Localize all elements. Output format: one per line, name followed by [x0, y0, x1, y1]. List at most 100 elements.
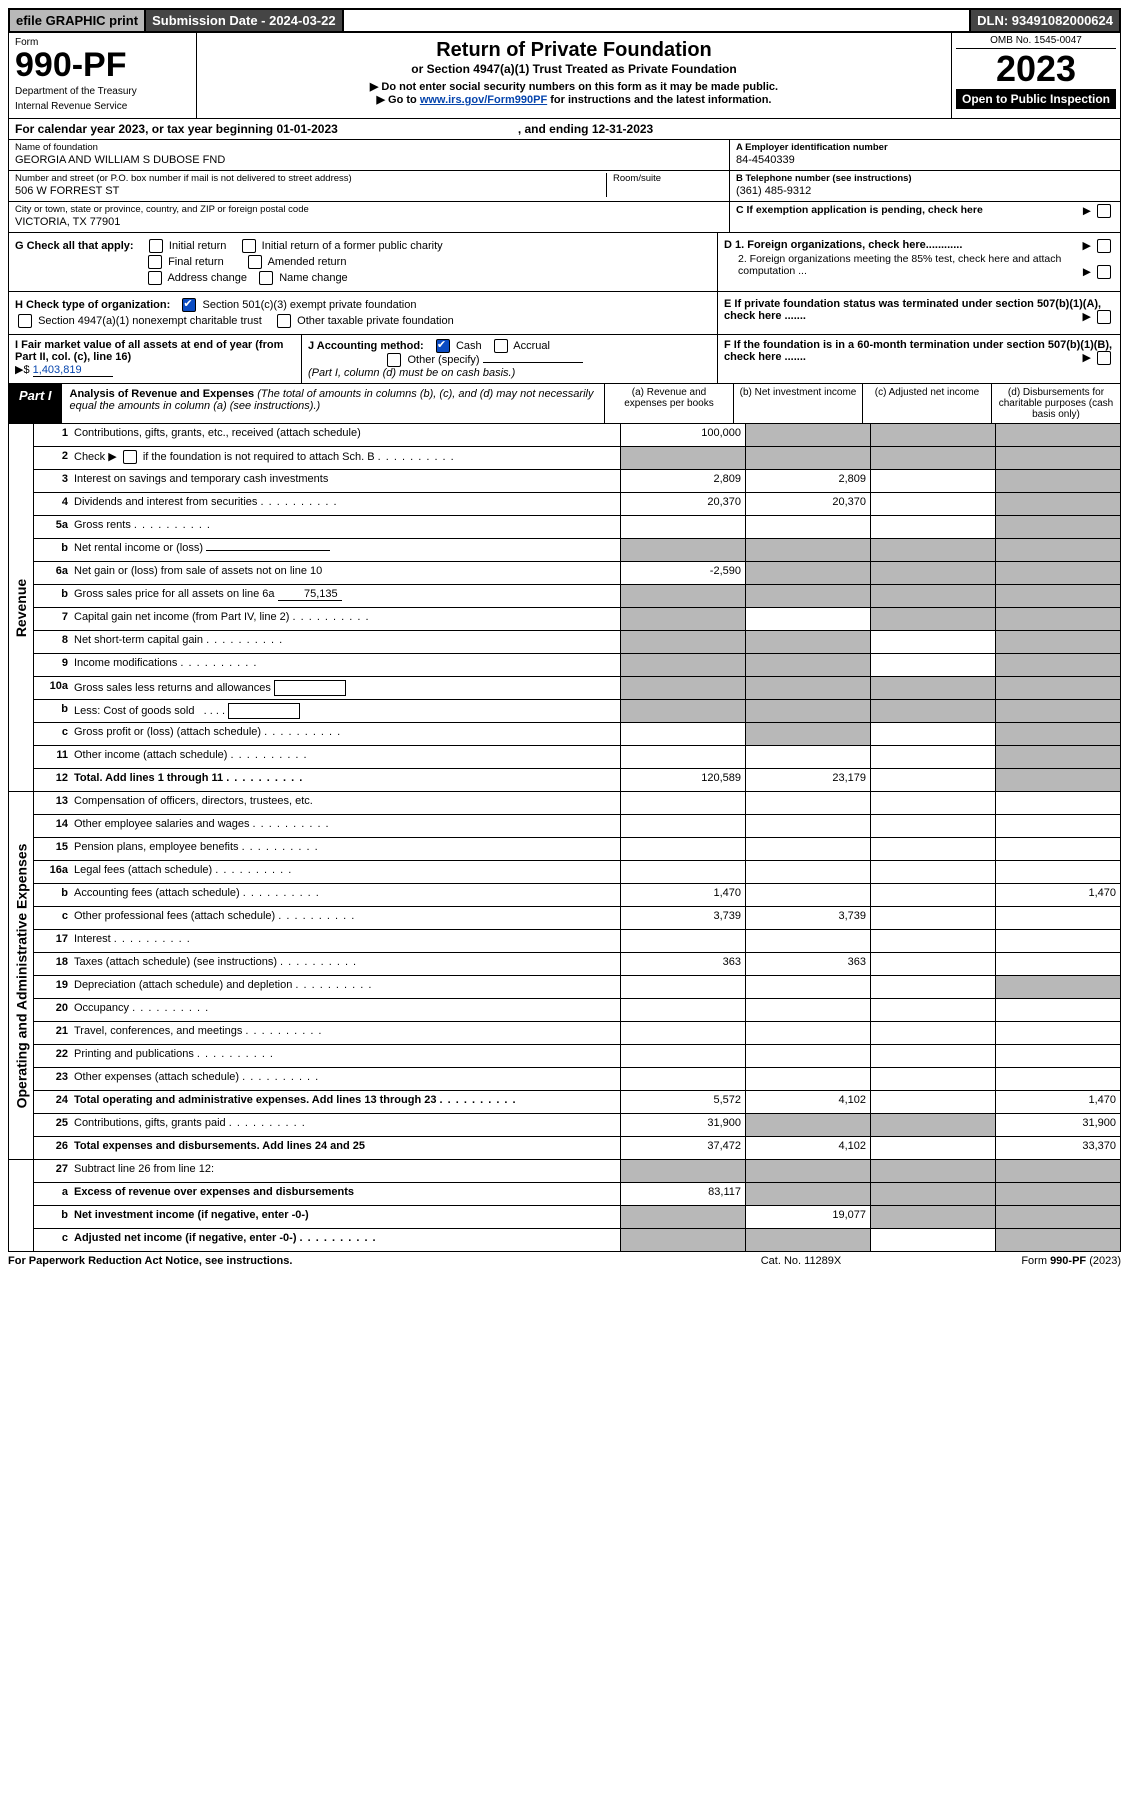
- city-value: VICTORIA, TX 77901: [15, 216, 723, 228]
- r22-a: [620, 1045, 745, 1067]
- j-accrual-checkbox[interactable]: [494, 339, 508, 353]
- r20-d: Occupancy: [74, 1002, 129, 1014]
- r16a-dots: [215, 864, 292, 876]
- h-501c3-checkbox[interactable]: [182, 298, 196, 312]
- j-other-checkbox[interactable]: [387, 353, 401, 367]
- r7-dots: [292, 611, 369, 623]
- r10c-desc: Gross profit or (loss) (attach schedule): [74, 723, 620, 745]
- row-27a: a Excess of revenue over expenses and di…: [34, 1183, 1120, 1206]
- col-d-head: (d) Disbursements for charitable purpose…: [991, 384, 1120, 423]
- r2-checkbox[interactable]: [123, 450, 137, 464]
- info-right: A Employer identification number 84-4540…: [729, 140, 1120, 232]
- page-footer: For Paperwork Reduction Act Notice, see …: [8, 1252, 1121, 1270]
- row-18: 18 Taxes (attach schedule) (see instruct…: [34, 953, 1120, 976]
- r26-d: 33,370: [995, 1137, 1120, 1159]
- c-checkbox[interactable]: [1097, 204, 1111, 218]
- d1-checkbox[interactable]: [1097, 239, 1111, 253]
- row-25: 25 Contributions, gifts, grants paid 31,…: [34, 1114, 1120, 1137]
- room-label: Room/suite: [613, 173, 723, 184]
- footer-mid: Cat. No. 11289X: [701, 1255, 901, 1267]
- j-cash-checkbox[interactable]: [436, 339, 450, 353]
- r4-d: Dividends and interest from securities: [74, 496, 257, 508]
- dln-label: DLN: 93491082000624: [969, 10, 1119, 31]
- r5b-d: Net rental income or (loss): [74, 542, 203, 554]
- row-13: 13 Compensation of officers, directors, …: [34, 792, 1120, 815]
- g-final-checkbox[interactable]: [148, 255, 162, 269]
- d2-check-wrap: ▶: [1083, 265, 1114, 279]
- form-number: 990-PF: [15, 48, 190, 82]
- r23-num: 23: [34, 1068, 74, 1090]
- r25-desc: Contributions, gifts, grants paid: [74, 1114, 620, 1136]
- name-value: GEORGIA AND WILLIAM S DUBOSE FND: [15, 154, 723, 166]
- g-address-checkbox[interactable]: [148, 271, 162, 285]
- g-amended-checkbox[interactable]: [248, 255, 262, 269]
- r6b-b: [745, 585, 870, 607]
- r27-num: 27: [34, 1160, 74, 1182]
- row-1: 1 Contributions, gifts, grants, etc., re…: [34, 424, 1120, 447]
- r21-num: 21: [34, 1022, 74, 1044]
- expenses-text: Operating and Administrative Expenses: [13, 843, 29, 1108]
- r15-b: [745, 838, 870, 860]
- r5a-num: 5a: [34, 516, 74, 538]
- f-check-wrap: ▶: [1083, 351, 1114, 365]
- g-label: G Check all that apply:: [15, 240, 134, 252]
- r24-a: 5,572: [620, 1091, 745, 1113]
- r13-num: 13: [34, 792, 74, 814]
- r7-d-col: [995, 608, 1120, 630]
- r16a-desc: Legal fees (attach schedule): [74, 861, 620, 883]
- r4-c: [870, 493, 995, 515]
- g-initial-former-checkbox[interactable]: [242, 239, 256, 253]
- h-e-section: H Check type of organization: Section 50…: [8, 292, 1121, 335]
- row-16a: 16a Legal fees (attach schedule): [34, 861, 1120, 884]
- r25-a: 31,900: [620, 1114, 745, 1136]
- r26-b: 4,102: [745, 1137, 870, 1159]
- expenses-table: Operating and Administrative Expenses 13…: [8, 792, 1121, 1160]
- r1-d: [995, 424, 1120, 446]
- revenue-text: Revenue: [13, 578, 29, 636]
- header-right: OMB No. 1545-0047 2023 Open to Public In…: [951, 33, 1120, 118]
- r27a-d: [995, 1183, 1120, 1205]
- r5b-blank: [206, 550, 330, 551]
- r4-desc: Dividends and interest from securities: [74, 493, 620, 515]
- r6b-amt: 75,135: [278, 588, 342, 601]
- d2-checkbox[interactable]: [1097, 265, 1111, 279]
- r16c-num: c: [34, 907, 74, 929]
- r11-num: 11: [34, 746, 74, 768]
- instr-link[interactable]: www.irs.gov/Form990PF: [420, 94, 547, 106]
- row-21: 21 Travel, conferences, and meetings: [34, 1022, 1120, 1045]
- r10b-desc: Less: Cost of goods sold . . . .: [74, 700, 620, 722]
- r17-dots: [114, 933, 191, 945]
- j-accrual: Accrual: [513, 340, 550, 352]
- r3-d: [995, 470, 1120, 492]
- r25-dots: [229, 1117, 306, 1129]
- r9-c: [870, 654, 995, 676]
- r5a-d: Gross rents: [74, 519, 131, 531]
- r5a-a: [620, 516, 745, 538]
- r11-c: [870, 746, 995, 768]
- r6a-desc: Net gain or (loss) from sale of assets n…: [74, 562, 620, 584]
- r21-dots: [245, 1025, 322, 1037]
- e-checkbox[interactable]: [1097, 310, 1111, 324]
- g-initial-checkbox[interactable]: [149, 239, 163, 253]
- r13-a: [620, 792, 745, 814]
- h-4947-checkbox[interactable]: [18, 314, 32, 328]
- r2-b: [745, 447, 870, 469]
- r16b-dots: [243, 887, 320, 899]
- r5b-c: [870, 539, 995, 561]
- r3-b: 2,809: [745, 470, 870, 492]
- r14-dots: [253, 818, 330, 830]
- g-name-checkbox[interactable]: [259, 271, 273, 285]
- r23-d: [995, 1068, 1120, 1090]
- f-checkbox[interactable]: [1097, 351, 1111, 365]
- r13-d: [995, 792, 1120, 814]
- r16a-b: [745, 861, 870, 883]
- room-block: Room/suite: [606, 173, 723, 197]
- d2-row: 2. Foreign organizations meeting the 85%…: [724, 253, 1114, 277]
- r19-num: 19: [34, 976, 74, 998]
- r8-b: [745, 631, 870, 653]
- r10c-d: Gross profit or (loss) (attach schedule): [74, 726, 261, 738]
- r15-d: [995, 838, 1120, 860]
- h-other-checkbox[interactable]: [277, 314, 291, 328]
- r20-dots: [132, 1002, 209, 1014]
- r17-b: [745, 930, 870, 952]
